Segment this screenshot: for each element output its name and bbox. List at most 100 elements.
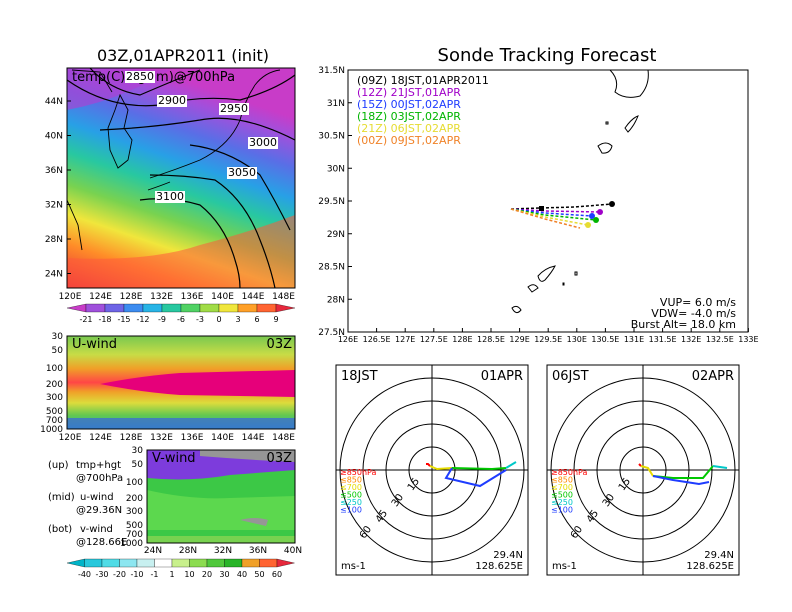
vwind-field: [147, 450, 295, 543]
contour-labels: 2850 2900 2950 3000 3050 3100: [125, 70, 278, 203]
lat-tick-label: 31.5N: [318, 66, 345, 76]
colorbar-vwind-swatch: [224, 558, 243, 568]
map700-lon-ticks: 120E 124E 128E 132E 136E 140E 144E 148E: [59, 292, 296, 302]
pressure-tick-label: 30: [52, 332, 64, 342]
colorbar-700-swatch: [123, 303, 144, 313]
lon-tick-label: 130E: [567, 335, 587, 344]
colorbar-vwind-swatch: [241, 558, 260, 568]
map700-lat-ticks: 44N 40N 36N 32N 28N 24N: [45, 97, 71, 280]
track-frame: [347, 69, 749, 333]
lon-tick-label: 129E: [509, 335, 529, 344]
colorbar-700-label: 3: [235, 315, 240, 324]
lon-tick-label: 126.5E: [363, 335, 391, 344]
level-legend: ≤850: [340, 476, 362, 485]
hodograph-trace: [451, 467, 507, 471]
note-line2: @700hPa: [76, 473, 123, 484]
pressure-tick-label: 200: [126, 494, 143, 504]
colorbar-700-label: -21: [79, 315, 92, 324]
colorbar-vwind-label: 30: [219, 570, 229, 579]
hodograph-unit: ms-1: [552, 561, 577, 572]
colorbar-700-swatch: [218, 303, 239, 313]
legend-entry: (00Z) 09JST,02APR: [357, 134, 461, 147]
colorbar-vwind-label: 1: [169, 570, 174, 579]
note-line1: tmp+hgt: [76, 460, 121, 471]
level-legend: ≥850hPa: [340, 468, 377, 477]
lon-tick-label: 132E: [150, 292, 173, 302]
pressure-tick-label: 100: [126, 478, 143, 488]
launch-param: VUP= 6.0 m/s: [660, 296, 736, 309]
lon-tick-label: 120E: [59, 433, 82, 443]
colorbar-vwind-swatch: [101, 558, 120, 568]
pressure-tick-label: 500: [46, 407, 63, 417]
lon-tick-label: 126E: [338, 335, 358, 344]
colorbar-700-swatch: [180, 303, 201, 313]
lat-tick-label: 40N: [45, 132, 63, 142]
lon-tick-label: 148E: [272, 433, 295, 443]
pressure-tick-label: 500: [126, 521, 143, 531]
pressure-tick-label: 300: [46, 393, 63, 403]
lon-tick-label: 140E: [211, 292, 234, 302]
pressure-tick-label: 100: [46, 364, 63, 374]
lat-tick-label: 24N: [45, 270, 63, 280]
colorbar-vwind: -40 -30 -20 -10 -1 1 10 20 30 40 50 60: [66, 558, 295, 579]
contour-label: 3000: [249, 136, 277, 149]
colorbar-700-swatch: [237, 303, 258, 313]
level-legend: ≤100: [340, 506, 362, 515]
contour-label: 2900: [158, 94, 186, 107]
colorbar-700-label: -15: [117, 315, 130, 324]
panel-notes: (up) tmp+hgt @700hPa(mid) u-wind @29.36N (bot…: [48, 460, 127, 548]
contour-label-bg: [248, 137, 278, 149]
hodograph-unit: ms-1: [341, 561, 366, 572]
lon-tick-label: 127.5E: [420, 335, 448, 344]
vwind-lat-ticks: 24N 28N 32N 36N 40N: [144, 546, 302, 556]
colorbar-700-swatch: [161, 303, 182, 313]
pressure-tick-label: 700: [126, 530, 143, 540]
lon-tick-label: 136E: [181, 292, 204, 302]
colorbar-vwind-label: 40: [237, 570, 247, 579]
lat-tick-label: 30N: [327, 164, 345, 174]
contour-label-bg: [155, 191, 185, 203]
lon-tick-label: 131E: [624, 335, 644, 344]
lat-tick-label: 31N: [327, 99, 345, 109]
uwind-label: U-wind: [72, 337, 117, 352]
lon-tick-label: 132E: [681, 335, 701, 344]
legend-entry: (12Z) 21JST,01APR: [357, 86, 461, 99]
lat-tick-label: 28N: [327, 295, 345, 305]
pressure-tick-label: 200: [46, 380, 63, 390]
lon-tick-label: 133E: [738, 335, 758, 344]
lon-tick-label: 127E: [395, 335, 415, 344]
lat-tick-label: 32N: [45, 201, 63, 211]
contour-label: 2950: [220, 102, 248, 115]
hodograph-time: 06JST: [552, 369, 589, 384]
lon-tick-label: 131.5E: [649, 335, 677, 344]
colorbar-700-swatch: [66, 303, 87, 313]
hodograph-trace: [444, 467, 507, 488]
hodograph-rings: [547, 365, 739, 575]
level-legend: ≤850: [551, 476, 573, 485]
hodograph-time: 18JST: [341, 369, 378, 384]
hodograph-lon: 128.625E: [686, 561, 734, 572]
lon-tick-label: 140E: [211, 433, 234, 443]
track-lines: [510, 201, 615, 229]
pressure-tick-label: 700: [46, 416, 63, 426]
lat-tick-label: 32N: [214, 546, 232, 556]
hodograph-trace: [429, 465, 453, 471]
lat-tick-label: 40N: [284, 546, 302, 556]
colorbar-700-swatch: [85, 303, 106, 313]
colorbar-vwind-label: -30: [95, 570, 108, 579]
lon-tick-label: 144E: [242, 433, 265, 443]
hodograph-trace: [638, 463, 642, 467]
track-legend: (09Z) 18JST,01APR2011(12Z) 21JST,01APR(1…: [357, 74, 489, 147]
hodograph-rings: [336, 365, 528, 575]
pressure-tick-label: 30: [132, 446, 144, 456]
hodograph-panel-1: 18JST 01APR29.4N128.625Ems-115304560≥850h…: [335, 364, 529, 576]
note-tag: (bot): [48, 524, 72, 535]
lat-tick-label: 29N: [327, 230, 345, 240]
pressure-tick-label: 300: [126, 507, 143, 517]
level-legend: ≥850hPa: [551, 468, 588, 477]
colorbar-vwind-label: 20: [202, 570, 212, 579]
colorbar-vwind-label: -20: [113, 570, 126, 579]
